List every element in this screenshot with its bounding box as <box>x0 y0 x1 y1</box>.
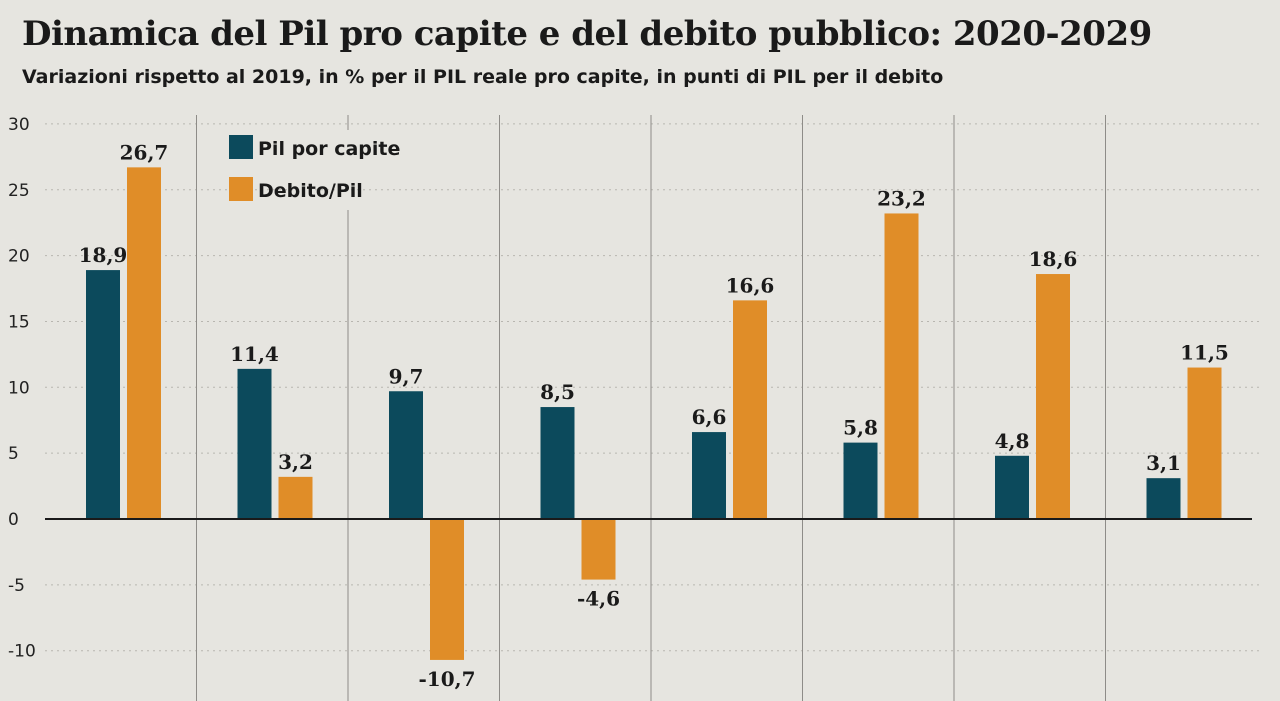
data-label: 3,1 <box>1146 451 1181 475</box>
bar-pil <box>995 455 1029 519</box>
bar-debito <box>278 476 313 519</box>
data-label: 23,2 <box>877 186 926 210</box>
data-label: 4,8 <box>995 429 1030 453</box>
bar-pil <box>692 432 726 519</box>
y-tick-label: 15 <box>8 312 30 332</box>
data-label: 18,9 <box>79 243 128 267</box>
bar-pil <box>843 442 878 519</box>
legend-label: Debito/Pil <box>258 180 363 202</box>
data-label: 3,2 <box>278 450 313 474</box>
data-label: 26,7 <box>120 140 169 164</box>
legend-swatch <box>229 177 253 201</box>
data-label: 6,6 <box>692 405 727 429</box>
bar-debito <box>127 167 161 519</box>
data-label: 16,6 <box>726 273 775 297</box>
data-label: 11,5 <box>1180 341 1229 365</box>
bar-pil <box>237 368 272 519</box>
bar-debito <box>430 519 464 660</box>
data-label: 8,5 <box>540 380 575 404</box>
chart-title: Dinamica del Pil pro capite e del debito… <box>22 14 1152 54</box>
bar-pil <box>86 270 120 519</box>
y-tick-label: -10 <box>8 642 36 662</box>
y-tick-label: 25 <box>8 181 30 201</box>
data-label: 9,7 <box>389 364 424 388</box>
bar-debito <box>1036 274 1070 519</box>
data-label: -4,6 <box>577 587 620 611</box>
data-label: -10,7 <box>418 667 475 691</box>
legend-label: Pil por capite <box>258 138 400 160</box>
y-tick-label: 30 <box>8 115 30 135</box>
bar-debito <box>581 519 616 580</box>
bar-pil <box>389 391 423 519</box>
y-tick-label: 20 <box>8 247 30 267</box>
y-tick-label: 5 <box>8 444 19 464</box>
bar-pil <box>540 407 575 519</box>
data-label: 11,4 <box>230 342 279 366</box>
bar-debito <box>1187 367 1222 519</box>
bar-pil <box>1146 478 1181 519</box>
data-label: 18,6 <box>1029 247 1078 271</box>
chart-subtitle: Variazioni rispetto al 2019, in % per il… <box>22 66 944 88</box>
data-label: 5,8 <box>843 416 878 440</box>
y-tick-label: 10 <box>8 378 30 398</box>
y-tick-label: 0 <box>8 510 19 530</box>
legend-swatch <box>229 135 253 159</box>
bar-debito <box>884 213 919 519</box>
y-tick-label: -5 <box>8 576 25 596</box>
bar-debito <box>733 300 767 519</box>
